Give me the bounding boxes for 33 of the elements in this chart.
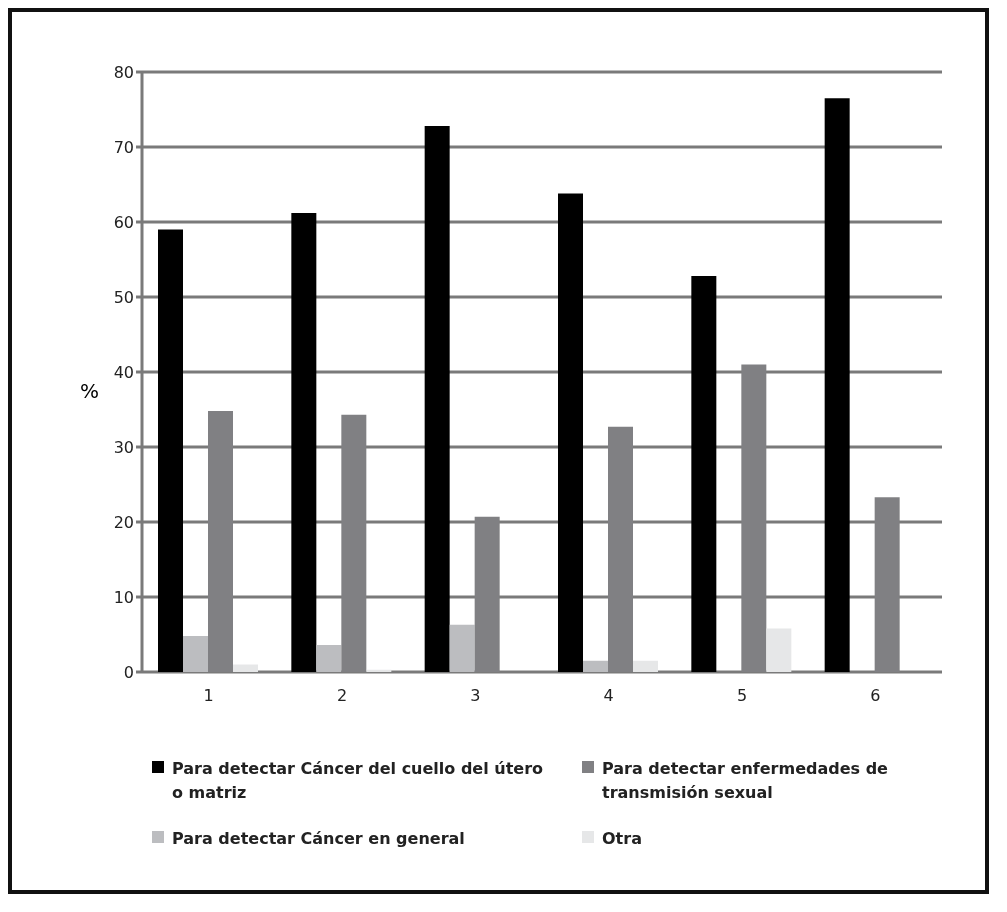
y-tick-label: 60 xyxy=(113,212,134,232)
legend-label: Para detectar enfermedades de transmisión sexual xyxy=(602,758,889,804)
x-tick-label: 5 xyxy=(736,686,748,706)
y-tick-label: 20 xyxy=(113,512,134,532)
x-tick-label: 4 xyxy=(603,686,614,706)
legend-label: Para detectar Cáncer del cuello del útero o matriz xyxy=(172,758,545,804)
bar xyxy=(233,664,258,672)
x-tick-label: 6 xyxy=(870,686,881,706)
y-tick-label: 10 xyxy=(113,587,134,607)
legend-label: Otra xyxy=(602,828,642,850)
x-tick-label: 3 xyxy=(470,686,481,706)
bar xyxy=(633,660,658,672)
bar xyxy=(558,193,583,672)
y-tick-label: 50 xyxy=(113,287,134,307)
y-tick-label: 70 xyxy=(113,137,134,157)
y-tick-label: 80 xyxy=(113,62,134,82)
x-tick-label: 2 xyxy=(336,686,348,706)
y-tick-label: 0 xyxy=(123,662,134,682)
bar xyxy=(449,624,475,672)
y-tick-label: 40 xyxy=(113,362,134,382)
bar xyxy=(183,636,208,672)
y-tick-label: 30 xyxy=(113,437,134,457)
bar xyxy=(158,229,183,672)
legend-label: Para detectar Cáncer en general xyxy=(172,828,465,850)
bar xyxy=(291,213,317,672)
bar xyxy=(583,660,608,672)
bar xyxy=(424,126,450,672)
bar xyxy=(691,276,717,672)
x-tick-label: 1 xyxy=(203,686,214,706)
bar xyxy=(316,645,342,672)
bar xyxy=(766,628,792,672)
bar xyxy=(824,98,850,672)
y-axis-title: % xyxy=(80,379,100,403)
